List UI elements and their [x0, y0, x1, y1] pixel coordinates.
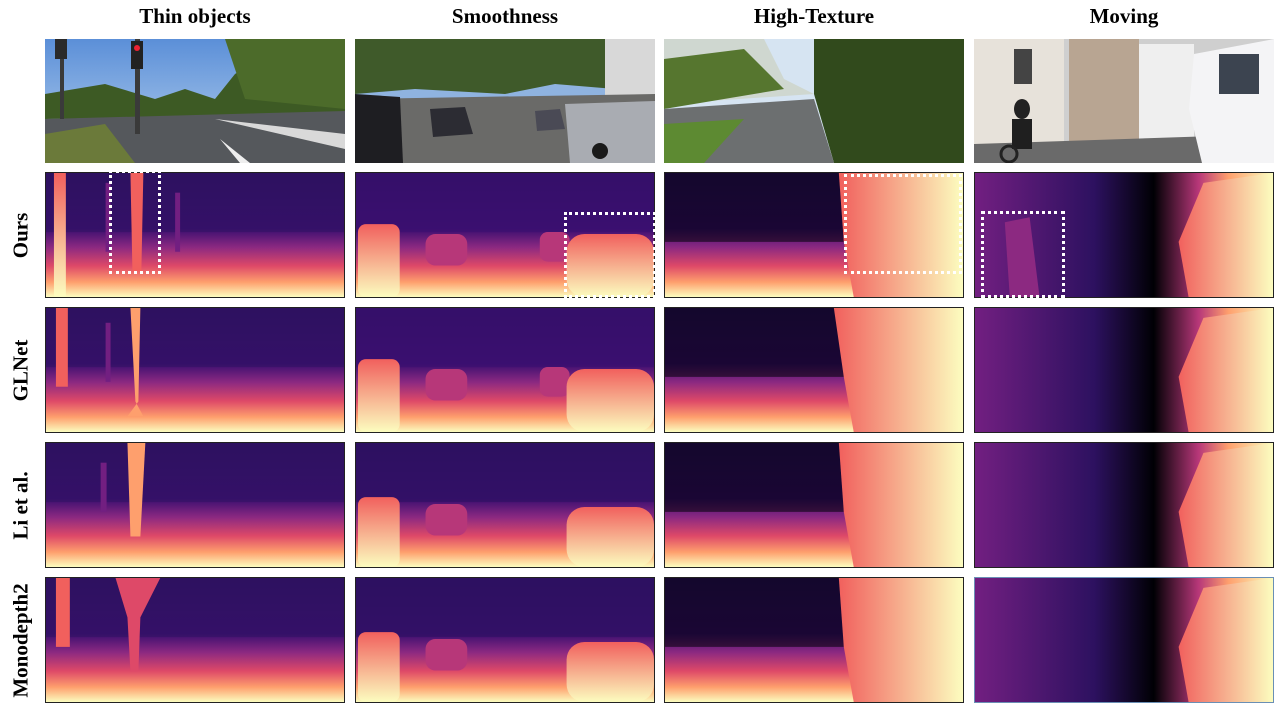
row-label-monodepth2: Monodepth2: [8, 582, 33, 698]
depth-monodepth2-thin-objects: [45, 577, 345, 703]
depth-glnet-thin-objects: [45, 307, 345, 433]
column-header-high-texture: High-Texture: [753, 4, 875, 28]
depth-glnet-high-texture: [664, 307, 964, 433]
depth-monodepth2-smoothness: [355, 577, 655, 703]
depth-monodepth2-moving: [974, 577, 1274, 703]
depth-glnet-moving: [974, 307, 1274, 433]
rgb-photo-smoothness: [355, 39, 655, 163]
depth-ours-smoothness: [355, 172, 655, 298]
column-header-thin-objects: Thin objects: [139, 4, 251, 28]
rgb-photo-thin-objects: [45, 39, 345, 163]
depth-li-high-texture: [664, 442, 964, 568]
depth-li-smoothness: [355, 442, 655, 568]
rgb-photo-moving: [974, 39, 1274, 163]
depth-ours-moving: [974, 172, 1274, 298]
depth-ours-high-texture: [664, 172, 964, 298]
depth-glnet-smoothness: [355, 307, 655, 433]
column-header-moving: Moving: [1089, 4, 1159, 28]
depth-li-moving: [974, 442, 1274, 568]
column-header-smoothness: Smoothness: [451, 4, 559, 28]
rgb-photo-high-texture: [664, 39, 964, 163]
depth-li-thin-objects: [45, 442, 345, 568]
row-label-glnet: GLNet: [8, 339, 33, 401]
row-label-ours: Ours: [8, 212, 33, 258]
depth-monodepth2-high-texture: [664, 577, 964, 703]
row-label-li-et-al: Li et al.: [8, 470, 33, 540]
depth-ours-thin-objects: [45, 172, 345, 298]
